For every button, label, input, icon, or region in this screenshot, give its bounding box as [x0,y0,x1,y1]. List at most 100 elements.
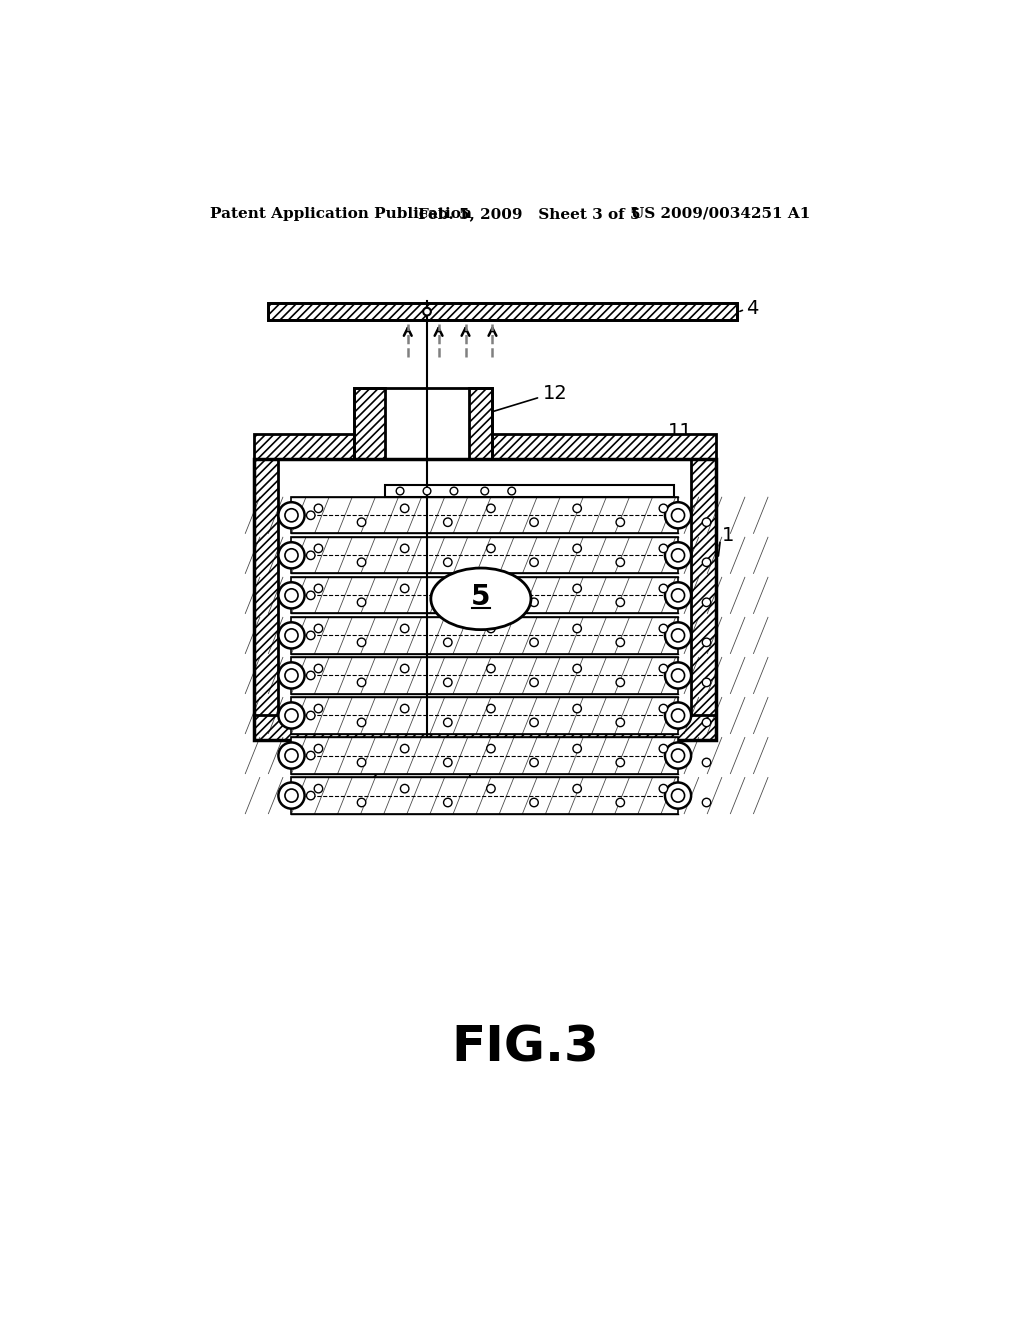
Bar [292,537,678,573]
Circle shape [486,705,496,713]
Bar [254,715,716,739]
Ellipse shape [431,568,531,630]
Circle shape [672,589,685,602]
Circle shape [672,669,685,682]
Circle shape [314,784,323,793]
Bar [354,388,385,459]
Circle shape [529,678,539,686]
Circle shape [279,783,304,809]
Circle shape [443,517,452,527]
Circle shape [659,544,668,553]
Circle shape [314,585,323,593]
Circle shape [400,784,409,793]
Circle shape [314,744,323,752]
Bar [469,388,493,459]
Circle shape [616,758,625,767]
Circle shape [486,664,496,673]
Circle shape [529,638,539,647]
Circle shape [616,718,625,726]
Circle shape [285,748,298,762]
Circle shape [306,552,315,560]
Circle shape [659,664,668,673]
Circle shape [672,748,685,762]
Circle shape [400,544,409,553]
Circle shape [659,624,668,632]
Circle shape [572,705,582,713]
Circle shape [486,544,496,553]
Circle shape [357,558,366,566]
Bar [493,434,716,459]
Circle shape [400,705,409,713]
Circle shape [279,663,304,689]
Circle shape [306,711,315,719]
Circle shape [443,678,452,686]
Circle shape [357,718,366,726]
Bar [354,388,493,459]
Text: 4: 4 [746,300,759,318]
Circle shape [672,789,685,803]
Circle shape [285,669,298,682]
Circle shape [357,598,366,607]
Circle shape [702,558,711,566]
Bar [254,459,716,739]
Circle shape [285,589,298,602]
Circle shape [486,504,496,512]
Circle shape [314,624,323,632]
Circle shape [400,624,409,632]
Circle shape [486,585,496,593]
Circle shape [279,582,304,609]
Circle shape [572,624,582,632]
Circle shape [400,585,409,593]
Circle shape [665,502,691,528]
Bar [254,434,354,459]
Circle shape [529,558,539,566]
Circle shape [529,517,539,527]
Circle shape [357,638,366,647]
Circle shape [659,744,668,752]
Circle shape [314,504,323,512]
Circle shape [665,702,691,729]
Circle shape [423,308,431,315]
Circle shape [529,718,539,726]
Circle shape [400,504,409,512]
Circle shape [443,638,452,647]
Bar [292,777,678,813]
Circle shape [443,799,452,807]
Circle shape [616,517,625,527]
Circle shape [616,558,625,566]
Circle shape [285,549,298,562]
Circle shape [443,758,452,767]
Circle shape [396,487,403,495]
Circle shape [285,709,298,722]
Bar [292,697,678,734]
Circle shape [306,511,315,520]
Circle shape [616,678,625,686]
Bar [254,459,279,739]
Circle shape [572,544,582,553]
Bar [292,618,678,653]
Circle shape [306,672,315,680]
Text: 1: 1 [722,527,734,545]
Circle shape [529,598,539,607]
Circle shape [285,628,298,642]
Circle shape [306,792,315,800]
Bar [267,304,737,321]
Circle shape [357,799,366,807]
Circle shape [572,744,582,752]
Circle shape [306,751,315,760]
Circle shape [659,585,668,593]
Circle shape [672,709,685,722]
Circle shape [572,585,582,593]
Circle shape [616,799,625,807]
Circle shape [443,558,452,566]
Circle shape [659,504,668,512]
Circle shape [314,664,323,673]
Circle shape [279,702,304,729]
Text: Feb. 5, 2009   Sheet 3 of 5: Feb. 5, 2009 Sheet 3 of 5 [418,207,640,220]
Circle shape [702,598,711,607]
Circle shape [400,744,409,752]
Circle shape [572,784,582,793]
Bar [267,304,737,321]
Circle shape [400,664,409,673]
Circle shape [279,742,304,768]
